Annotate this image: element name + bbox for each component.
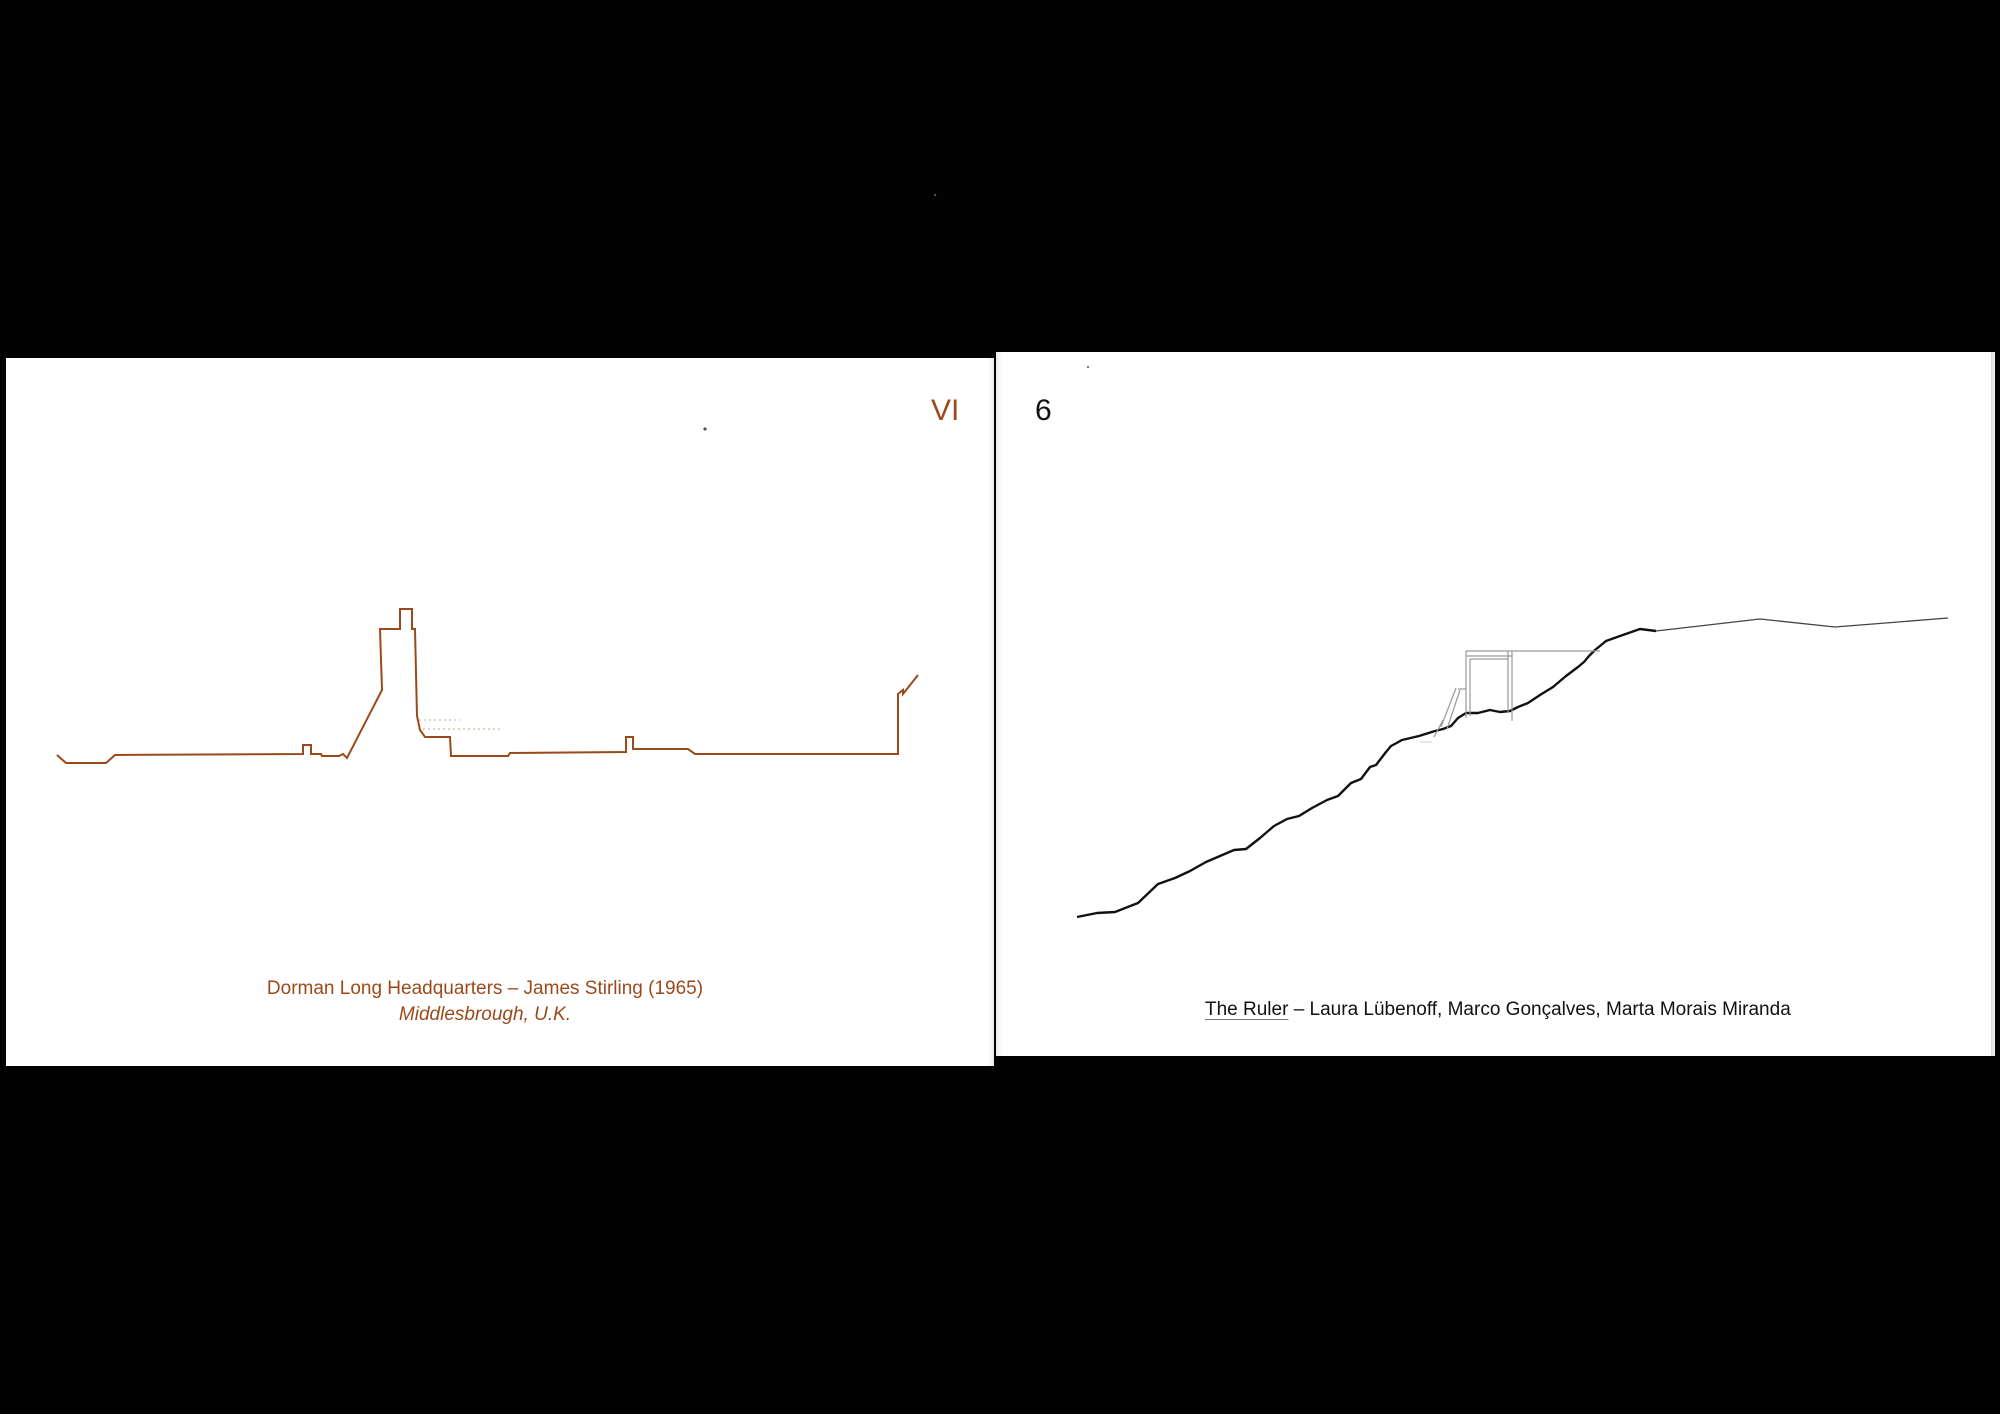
right-page bbox=[996, 352, 1995, 1056]
dorman-long-caption-title: Dorman Long Headquarters – James Stirlin… bbox=[266, 978, 704, 999]
right-page-number: 6 bbox=[1035, 394, 1052, 427]
the-ruler-caption: The Ruler – Laura Lübenoff, Marco Gonçal… bbox=[1205, 997, 1845, 1023]
the-ruler-caption-separator: – bbox=[1288, 999, 1310, 1020]
left-page-number: VI bbox=[931, 394, 960, 427]
the-ruler-caption-authors: Laura Lübenoff, Marco Gonçalves, Marta M… bbox=[1309, 999, 1791, 1020]
the-ruler-caption-project: The Ruler bbox=[1205, 999, 1289, 1020]
dorman-long-caption: Dorman Long Headquarters – James Stirlin… bbox=[200, 976, 770, 1027]
left-page bbox=[6, 358, 994, 1066]
dorman-long-caption-place: Middlesbrough, U.K. bbox=[398, 1003, 572, 1025]
